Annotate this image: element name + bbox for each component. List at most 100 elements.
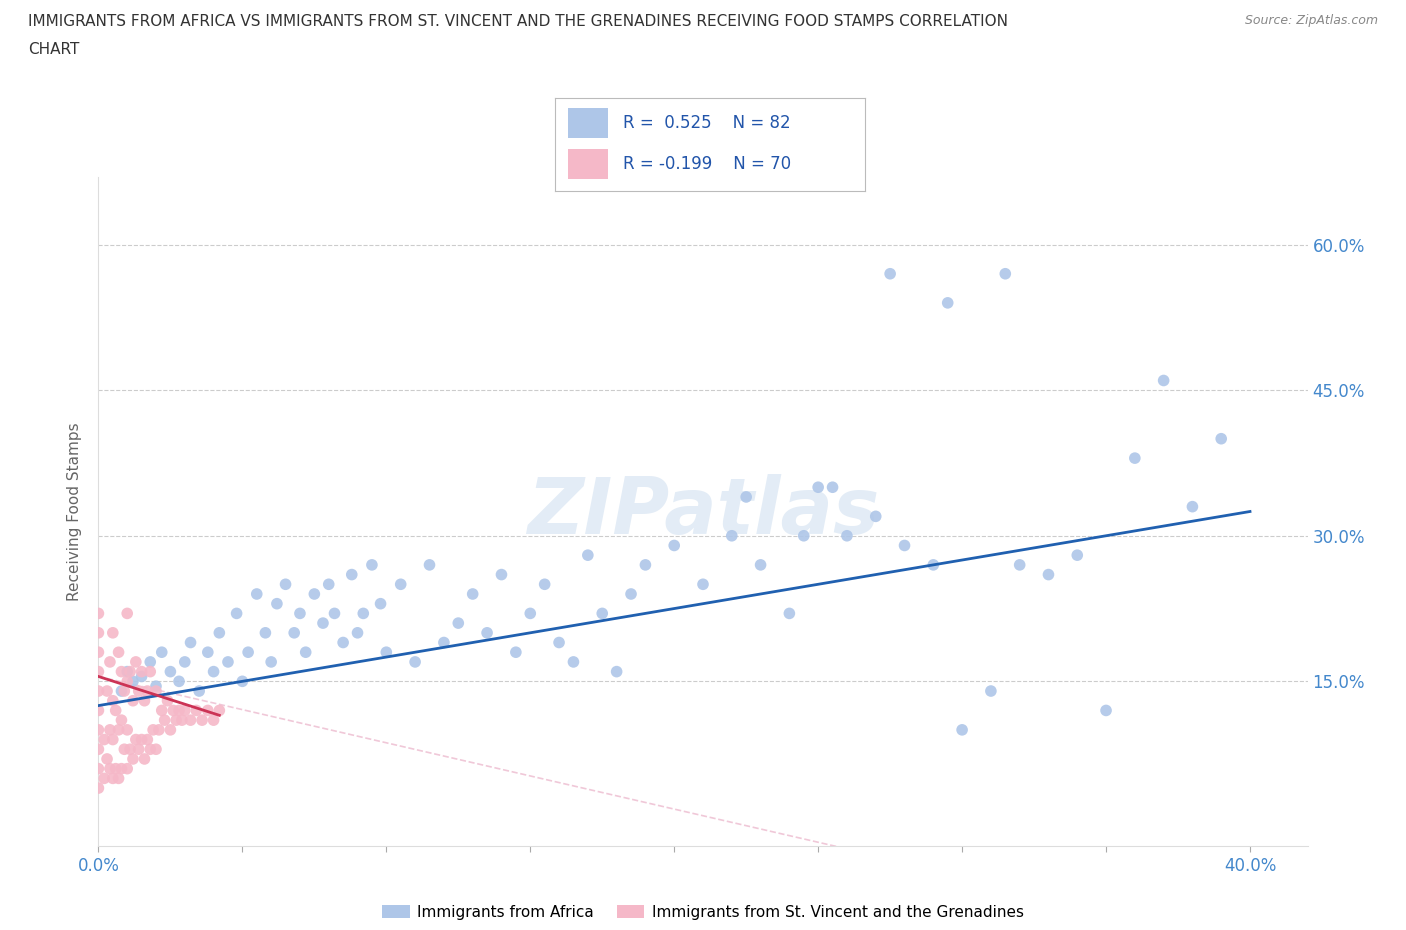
Point xyxy=(620,587,643,602)
Point xyxy=(96,684,118,698)
Point xyxy=(87,742,110,757)
Point xyxy=(112,742,135,757)
Point xyxy=(131,732,153,747)
Point xyxy=(294,644,316,659)
Point xyxy=(115,674,138,689)
Point xyxy=(87,723,110,737)
Point xyxy=(142,723,165,737)
Point xyxy=(980,684,1002,698)
Point xyxy=(101,732,124,747)
Text: CHART: CHART xyxy=(28,42,80,57)
Point xyxy=(98,762,121,777)
Point xyxy=(93,771,115,786)
Point xyxy=(225,606,247,621)
Point xyxy=(87,703,110,718)
Point xyxy=(186,703,208,718)
Point xyxy=(208,625,231,640)
Point xyxy=(122,751,145,766)
Point xyxy=(148,723,170,737)
Point xyxy=(180,635,202,650)
Point xyxy=(87,664,110,679)
Point xyxy=(131,664,153,679)
Point xyxy=(110,684,132,698)
Point xyxy=(150,644,173,659)
Point xyxy=(1211,432,1233,446)
Point xyxy=(346,625,368,640)
Point xyxy=(112,684,135,698)
Point xyxy=(361,557,384,572)
Point xyxy=(150,703,173,718)
Point xyxy=(332,635,354,650)
Point xyxy=(115,762,138,777)
Point xyxy=(156,693,179,708)
Point xyxy=(125,655,148,670)
Point xyxy=(1123,451,1146,466)
Point xyxy=(87,780,110,795)
Point xyxy=(125,732,148,747)
Point xyxy=(136,732,159,747)
Point xyxy=(375,644,398,659)
Point xyxy=(835,528,858,543)
Point xyxy=(236,644,259,659)
Point xyxy=(548,635,571,650)
Point xyxy=(122,674,145,689)
Point xyxy=(153,712,176,727)
Point xyxy=(167,674,190,689)
Point xyxy=(120,664,142,679)
Point xyxy=(120,742,142,757)
Point xyxy=(134,693,156,708)
Point xyxy=(288,606,311,621)
Point xyxy=(87,644,110,659)
Point xyxy=(110,664,132,679)
Point xyxy=(491,567,513,582)
Point xyxy=(778,606,800,621)
Point xyxy=(340,567,363,582)
Point xyxy=(115,606,138,621)
Point xyxy=(634,557,657,572)
Point xyxy=(893,538,915,553)
Text: R =  0.525    N = 82: R = 0.525 N = 82 xyxy=(623,113,792,132)
Point xyxy=(180,712,202,727)
Point xyxy=(87,684,110,698)
Point xyxy=(170,712,193,727)
Point xyxy=(202,664,225,679)
Point xyxy=(692,577,714,591)
Point xyxy=(950,723,973,737)
Point xyxy=(101,771,124,786)
Point xyxy=(159,664,181,679)
Point xyxy=(107,644,129,659)
Point xyxy=(562,655,585,670)
Point xyxy=(246,587,269,602)
Point xyxy=(188,684,211,698)
Text: R = -0.199    N = 70: R = -0.199 N = 70 xyxy=(623,154,792,173)
Point xyxy=(266,596,288,611)
Point xyxy=(1066,548,1088,563)
Point xyxy=(202,712,225,727)
Point xyxy=(115,664,138,679)
Point xyxy=(807,480,830,495)
Point xyxy=(139,742,162,757)
Point xyxy=(735,489,758,504)
Point xyxy=(352,606,374,621)
Point xyxy=(122,693,145,708)
Point xyxy=(879,266,901,281)
Point xyxy=(110,762,132,777)
Legend: Immigrants from Africa, Immigrants from St. Vincent and the Grenadines: Immigrants from Africa, Immigrants from … xyxy=(375,898,1031,925)
Point xyxy=(96,751,118,766)
Point xyxy=(87,762,110,777)
Point xyxy=(433,635,456,650)
Point xyxy=(128,684,150,698)
Point xyxy=(389,577,412,591)
Point xyxy=(418,557,440,572)
Point xyxy=(274,577,297,591)
Point xyxy=(231,674,253,689)
Point xyxy=(994,266,1017,281)
FancyBboxPatch shape xyxy=(568,149,607,179)
Point xyxy=(139,655,162,670)
Point xyxy=(87,606,110,621)
Point xyxy=(821,480,844,495)
Point xyxy=(165,712,187,727)
Point xyxy=(404,655,426,670)
Point xyxy=(87,625,110,640)
Point xyxy=(260,655,283,670)
